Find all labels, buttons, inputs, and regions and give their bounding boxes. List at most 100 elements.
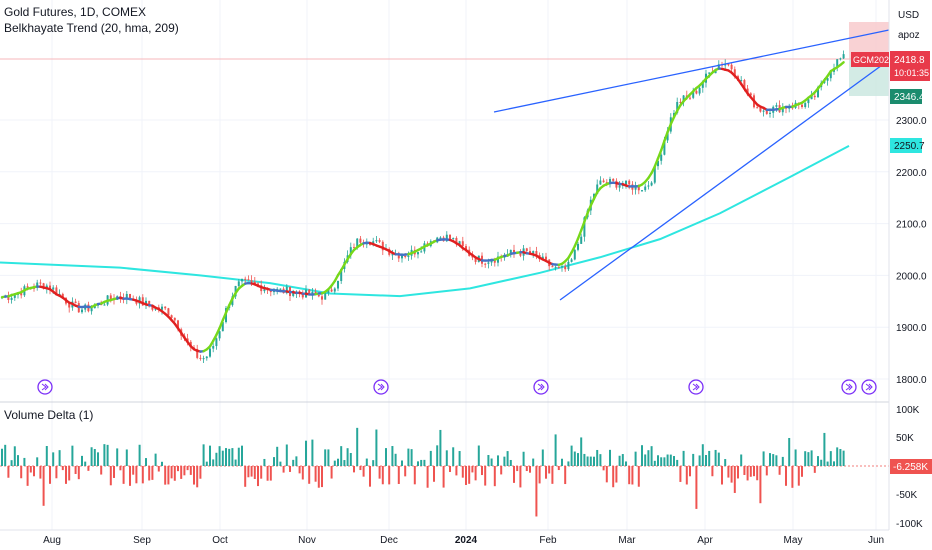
- time-label: May: [784, 535, 803, 546]
- candle-body: [199, 357, 202, 359]
- vd-bar: [813, 466, 816, 473]
- vd-bar: [295, 456, 298, 466]
- vd-bar: [279, 461, 282, 466]
- vd-bar: [177, 466, 179, 472]
- chart-legend: Gold Futures, 1D, COMEX Belkhayate Trend…: [4, 4, 179, 36]
- event-arrow-icon: [692, 383, 700, 391]
- candle-body: [177, 320, 179, 330]
- candle-body: [666, 131, 669, 141]
- candle-body: [561, 266, 563, 268]
- price-tick: 2300.0: [896, 116, 927, 127]
- vd-bar: [503, 456, 506, 466]
- vd-bar: [593, 456, 595, 466]
- vd-bar: [45, 445, 48, 466]
- vd-bar: [461, 466, 464, 478]
- vd-bar: [314, 466, 317, 482]
- indicator-title[interactable]: Belkhayate Trend (20, hma, 209): [4, 21, 179, 35]
- vd-bar: [365, 458, 368, 466]
- vd-bar: [634, 451, 637, 466]
- vd-bar: [209, 445, 211, 466]
- candle-body: [170, 315, 173, 318]
- vd-bar: [154, 453, 157, 466]
- candle-body: [692, 91, 695, 98]
- vd-bar: [615, 466, 618, 483]
- vd-bar: [369, 466, 371, 487]
- vd-bar: [180, 466, 183, 479]
- vd-bar: [33, 466, 35, 477]
- vd-bar: [122, 466, 125, 484]
- vd-bar: [39, 466, 42, 479]
- symbol-tag: GCM2024: [853, 55, 894, 65]
- candle-body: [810, 95, 813, 100]
- currency-label[interactable]: USD: [898, 10, 919, 21]
- vd-bar: [186, 466, 189, 471]
- vd-bar: [727, 466, 730, 478]
- vd-bar: [42, 466, 45, 506]
- vd-bar: [193, 466, 195, 485]
- trend-segment: [221, 311, 228, 322]
- vd-bar: [548, 466, 551, 474]
- candle-body: [247, 279, 250, 281]
- candle-body: [215, 338, 218, 347]
- event-marker-icon[interactable]: [688, 379, 704, 395]
- vd-bar: [292, 459, 295, 466]
- vd-bar: [116, 448, 119, 466]
- vd-bar: [68, 466, 71, 481]
- candle-body: [765, 110, 768, 114]
- candle-body: [458, 241, 461, 245]
- volume-delta-title[interactable]: Volume Delta (1): [4, 408, 94, 422]
- vd-bar: [573, 451, 576, 466]
- event-markers[interactable]: [37, 379, 877, 395]
- vd-bar: [497, 455, 499, 466]
- vd-bar: [132, 466, 135, 475]
- candle-body: [836, 59, 839, 69]
- event-marker-icon[interactable]: [373, 379, 389, 395]
- price-tick: 1800.0: [896, 375, 927, 386]
- vd-bar: [561, 458, 563, 466]
- vd-bar: [58, 450, 61, 466]
- vd-bar: [359, 466, 362, 471]
- candle-body: [609, 178, 611, 183]
- vd-bar: [468, 466, 471, 484]
- vd-bar: [657, 455, 659, 466]
- user-label[interactable]: apoz: [898, 30, 920, 41]
- vd-bar: [388, 466, 391, 485]
- candle-body: [484, 263, 487, 265]
- vd-bar: [698, 455, 701, 466]
- candle-body: [529, 250, 531, 254]
- event-marker-icon[interactable]: [841, 379, 857, 395]
- vd-bar: [740, 454, 743, 466]
- candle-body: [333, 288, 336, 292]
- candle-body: [420, 251, 423, 253]
- candle-body: [401, 256, 403, 259]
- symbol-title[interactable]: Gold Futures, 1D, COMEX: [4, 5, 147, 19]
- event-marker-icon[interactable]: [37, 379, 53, 395]
- event-marker-icon[interactable]: [533, 379, 549, 395]
- vd-bar: [545, 466, 547, 479]
- candle-body: [365, 243, 368, 245]
- vd-bar: [551, 466, 554, 484]
- vd-bar: [170, 466, 173, 479]
- candle-body: [650, 182, 653, 186]
- vd-bar: [61, 466, 64, 471]
- event-arrow-icon: [41, 383, 49, 391]
- candle-body: [68, 303, 71, 308]
- vd-bar: [317, 466, 320, 488]
- hma-long-line: [0, 145, 850, 298]
- candle-body: [679, 101, 682, 103]
- vd-bar: [794, 449, 797, 466]
- candle-body: [839, 58, 842, 60]
- vd-bar: [788, 437, 791, 466]
- vd-bar: [839, 448, 842, 466]
- candle-body: [90, 308, 93, 312]
- vd-bar: [257, 466, 259, 487]
- vd-bar: [241, 445, 243, 466]
- candle-body: [762, 110, 765, 112]
- candle-body: [554, 266, 557, 268]
- candle-body: [439, 237, 442, 239]
- event-marker-icon[interactable]: [861, 379, 877, 395]
- vd-bar: [183, 466, 186, 476]
- vd-bar: [458, 451, 461, 466]
- candle-body: [573, 249, 576, 260]
- vd-bar: [173, 466, 176, 481]
